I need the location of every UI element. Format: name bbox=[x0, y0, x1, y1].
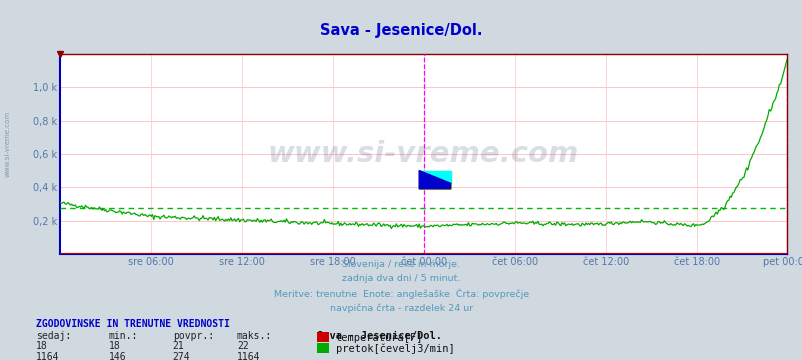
Text: pretok[čevelj3/min]: pretok[čevelj3/min] bbox=[335, 343, 454, 354]
Text: 274: 274 bbox=[172, 352, 190, 360]
Text: www.si-vreme.com: www.si-vreme.com bbox=[268, 140, 578, 168]
Text: 1164: 1164 bbox=[36, 352, 59, 360]
Text: ZGODOVINSKE IN TRENUTNE VREDNOSTI: ZGODOVINSKE IN TRENUTNE VREDNOSTI bbox=[36, 319, 229, 329]
Text: 21: 21 bbox=[172, 341, 184, 351]
Text: 22: 22 bbox=[237, 341, 249, 351]
Text: Sava - Jesenice/Dol.: Sava - Jesenice/Dol. bbox=[320, 23, 482, 39]
Text: www.si-vreme.com: www.si-vreme.com bbox=[5, 111, 11, 177]
Text: 18: 18 bbox=[36, 341, 48, 351]
Text: sedaj:: sedaj: bbox=[36, 331, 71, 341]
Text: zadnja dva dni / 5 minut.: zadnja dva dni / 5 minut. bbox=[342, 274, 460, 283]
Text: Sava - Jesenice/Dol.: Sava - Jesenice/Dol. bbox=[317, 331, 442, 341]
Text: maks.:: maks.: bbox=[237, 331, 272, 341]
Text: povpr.:: povpr.: bbox=[172, 331, 213, 341]
Bar bbox=[419, 171, 450, 189]
Text: min.:: min.: bbox=[108, 331, 138, 341]
Text: Slovenija / reke in morje.: Slovenija / reke in morje. bbox=[342, 260, 460, 269]
Polygon shape bbox=[419, 171, 450, 189]
Text: Meritve: trenutne  Enote: anglešaške  Črta: povprečje: Meritve: trenutne Enote: anglešaške Črta… bbox=[273, 289, 529, 299]
Text: navpična črta - razdelek 24 ur: navpična črta - razdelek 24 ur bbox=[330, 303, 472, 312]
Text: temperatura[F]: temperatura[F] bbox=[335, 333, 423, 343]
Text: 1164: 1164 bbox=[237, 352, 260, 360]
Text: 18: 18 bbox=[108, 341, 120, 351]
Polygon shape bbox=[419, 171, 450, 183]
Text: 146: 146 bbox=[108, 352, 126, 360]
